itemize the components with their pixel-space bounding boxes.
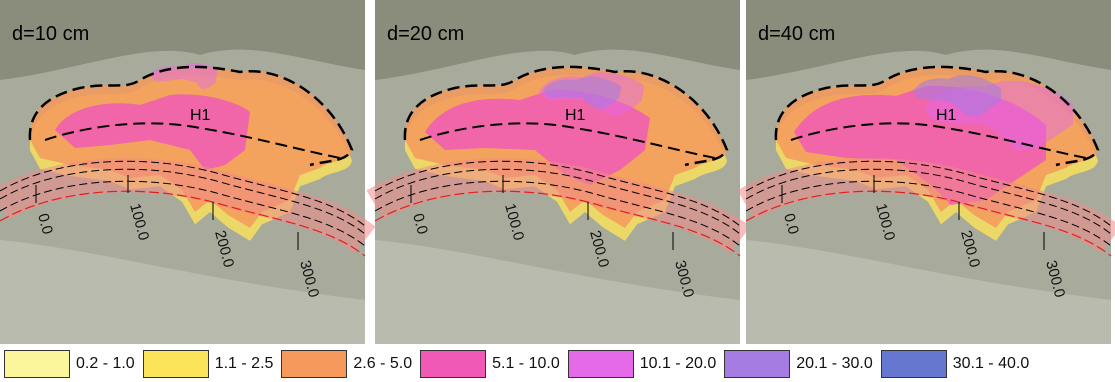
hazard-label: H1: [190, 107, 211, 124]
legend-item: 1.1 - 2.5: [143, 350, 274, 378]
legend-label: 1.1 - 2.5: [215, 355, 274, 373]
legend-label: 10.1 - 20.0: [640, 355, 717, 373]
legend-swatch: [281, 350, 347, 378]
hazard-label: H1: [565, 107, 586, 124]
legend-item: 0.2 - 1.0: [4, 350, 135, 378]
legend-swatch: [4, 350, 70, 378]
panel-label: d=20 cm: [387, 23, 464, 45]
legend-label: 5.1 - 10.0: [492, 355, 560, 373]
legend-item: 20.1 - 30.0: [724, 350, 873, 378]
hazard-label: H1: [936, 107, 957, 124]
panel-label: d=10 cm: [12, 23, 89, 45]
body: 0.0100.0200.0300.0d=10 cmH10.0100.0200.0…: [0, 0, 1115, 382]
legend-item: 5.1 - 10.0: [420, 350, 560, 378]
legend-swatch: [420, 350, 486, 378]
legend-swatch: [881, 350, 947, 378]
legend-label: 0.2 - 1.0: [76, 355, 135, 373]
legend: 0.2 - 1.0 1.1 - 2.5 2.6 - 5.0 5.1 - 10.0 10.…: [4, 348, 1114, 380]
legend-swatch: [143, 350, 209, 378]
page: {"panels": [ {"label": "d=10 cm", "hazar…: [0, 0, 1115, 382]
legend-label: 30.1 - 40.0: [953, 355, 1030, 373]
legend-swatch: [568, 350, 634, 378]
legend-swatch: [724, 350, 790, 378]
legend-label: 20.1 - 30.0: [796, 355, 873, 373]
legend-item: 2.6 - 5.0: [281, 350, 412, 378]
panel-label: d=40 cm: [758, 23, 835, 45]
legend-item: 30.1 - 40.0: [881, 350, 1030, 378]
legend-label: 2.6 - 5.0: [353, 355, 412, 373]
legend-item: 10.1 - 20.0: [568, 350, 717, 378]
